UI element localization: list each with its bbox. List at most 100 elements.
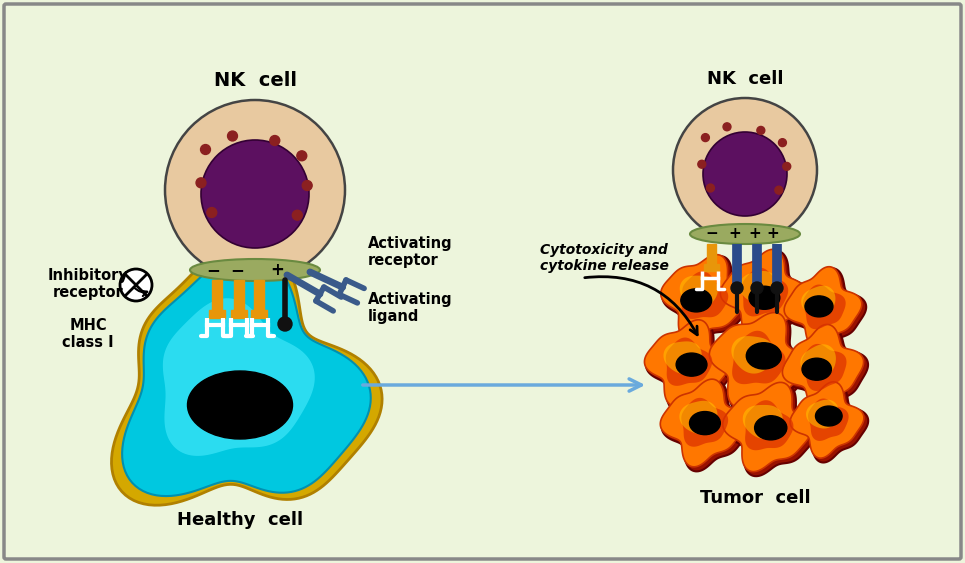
Polygon shape	[792, 383, 868, 462]
Polygon shape	[720, 249, 806, 337]
Polygon shape	[722, 251, 811, 341]
Circle shape	[201, 145, 210, 154]
Text: +: +	[270, 261, 284, 279]
Circle shape	[207, 208, 217, 217]
Ellipse shape	[690, 412, 720, 435]
Polygon shape	[662, 256, 750, 344]
Polygon shape	[664, 341, 702, 374]
Circle shape	[196, 178, 206, 187]
Text: −: −	[230, 261, 244, 279]
Bar	[254, 280, 264, 312]
Circle shape	[278, 317, 292, 331]
Polygon shape	[112, 241, 382, 505]
Polygon shape	[786, 269, 867, 352]
Circle shape	[751, 282, 763, 294]
Polygon shape	[163, 298, 315, 456]
Polygon shape	[723, 382, 812, 472]
Text: Activating
receptor: Activating receptor	[368, 236, 453, 268]
Text: Inhibitory
receptor: Inhibitory receptor	[47, 268, 128, 301]
Polygon shape	[710, 314, 810, 412]
Text: NK  cell: NK cell	[706, 70, 784, 88]
Bar	[707, 244, 716, 266]
Ellipse shape	[187, 371, 292, 439]
Bar	[212, 280, 222, 312]
Text: Tumor  cell: Tumor cell	[700, 489, 811, 507]
Circle shape	[723, 123, 731, 131]
Circle shape	[783, 163, 790, 171]
Polygon shape	[681, 271, 729, 319]
Circle shape	[201, 140, 309, 248]
Polygon shape	[790, 382, 864, 458]
Polygon shape	[661, 254, 745, 339]
Circle shape	[292, 210, 302, 220]
Ellipse shape	[746, 343, 782, 369]
Polygon shape	[645, 320, 730, 406]
Circle shape	[297, 151, 307, 161]
Text: +: +	[749, 226, 761, 242]
Polygon shape	[784, 326, 868, 414]
Ellipse shape	[749, 286, 780, 309]
Polygon shape	[806, 400, 839, 428]
Bar	[231, 310, 247, 318]
Polygon shape	[802, 344, 846, 391]
Text: Cytotoxicity and
cytokine release: Cytotoxicity and cytokine release	[540, 243, 669, 273]
Polygon shape	[739, 271, 778, 304]
Polygon shape	[724, 384, 815, 476]
Ellipse shape	[681, 289, 711, 312]
Polygon shape	[646, 321, 734, 411]
Polygon shape	[741, 268, 788, 316]
Ellipse shape	[676, 353, 707, 376]
Polygon shape	[123, 253, 371, 496]
Bar	[704, 264, 719, 271]
Ellipse shape	[755, 415, 786, 440]
Bar	[209, 310, 225, 318]
Text: NK  cell: NK cell	[213, 71, 296, 90]
Circle shape	[673, 98, 817, 242]
Text: Healthy  cell: Healthy cell	[177, 511, 303, 529]
Polygon shape	[709, 312, 805, 408]
Ellipse shape	[805, 296, 833, 317]
Polygon shape	[732, 330, 786, 384]
Circle shape	[228, 131, 237, 141]
Text: Activating
ligand: Activating ligand	[368, 292, 453, 324]
Text: +: +	[729, 226, 741, 242]
Polygon shape	[731, 336, 775, 374]
Polygon shape	[803, 284, 845, 329]
Polygon shape	[666, 338, 712, 386]
Bar	[251, 310, 267, 318]
Ellipse shape	[190, 259, 320, 281]
Polygon shape	[745, 400, 793, 450]
Circle shape	[120, 269, 152, 301]
Circle shape	[775, 186, 783, 194]
Ellipse shape	[802, 358, 832, 380]
Polygon shape	[679, 401, 717, 434]
Circle shape	[302, 181, 312, 190]
Circle shape	[165, 100, 345, 280]
Polygon shape	[808, 399, 848, 441]
Circle shape	[731, 282, 743, 294]
Polygon shape	[801, 285, 836, 316]
Polygon shape	[785, 267, 862, 347]
Text: −: −	[705, 226, 718, 242]
Circle shape	[270, 136, 280, 145]
Polygon shape	[743, 405, 783, 439]
Circle shape	[702, 133, 709, 141]
Circle shape	[771, 282, 783, 294]
Text: MHC
class I: MHC class I	[62, 318, 114, 350]
Circle shape	[698, 160, 705, 168]
Bar	[234, 280, 244, 312]
Polygon shape	[800, 345, 836, 377]
Ellipse shape	[815, 406, 842, 426]
Ellipse shape	[690, 224, 800, 244]
Circle shape	[706, 184, 714, 192]
Polygon shape	[662, 381, 750, 471]
Circle shape	[779, 138, 786, 146]
Polygon shape	[660, 379, 746, 467]
Text: −: −	[207, 261, 220, 279]
Circle shape	[757, 127, 765, 135]
Circle shape	[703, 132, 787, 216]
Text: +: +	[766, 226, 780, 242]
Polygon shape	[783, 324, 864, 410]
Polygon shape	[681, 398, 729, 446]
Polygon shape	[679, 276, 718, 308]
